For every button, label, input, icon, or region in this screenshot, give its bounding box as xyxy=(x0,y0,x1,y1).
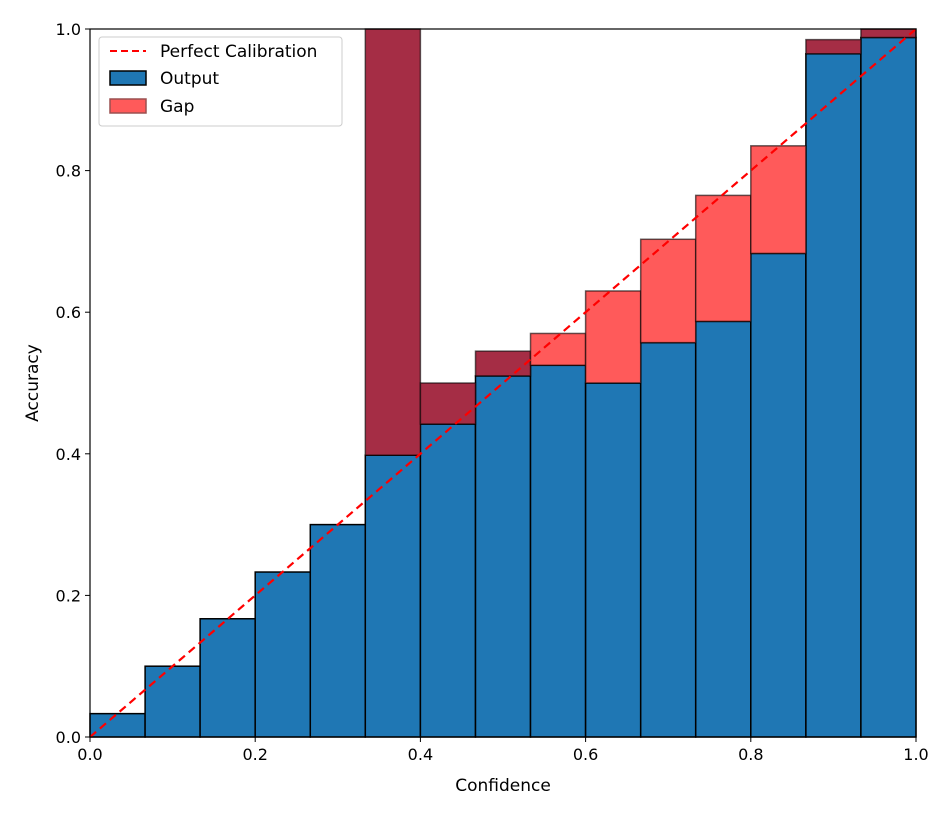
gap-bar-10 xyxy=(584,290,642,384)
legend-label-perfect-calibration: Perfect Calibration xyxy=(160,42,317,62)
gap-layer xyxy=(364,28,917,456)
y-tick-label: 0.6 xyxy=(56,303,81,322)
gap-bar-13 xyxy=(750,145,807,255)
x-tick-label: 0.6 xyxy=(573,745,598,764)
x-tick-label: 0.0 xyxy=(77,745,102,764)
output-bar-10 xyxy=(584,382,642,738)
legend: Perfect Calibration Output Gap xyxy=(98,36,343,127)
plot-frame xyxy=(89,28,917,738)
gap-bar-6 xyxy=(364,28,422,456)
output-bar-6 xyxy=(364,454,422,738)
output-bar-12 xyxy=(694,320,752,738)
gap-bar-8 xyxy=(474,350,532,377)
output-bar-11 xyxy=(639,341,697,738)
x-tick-label: 0.4 xyxy=(408,745,433,764)
output-bar-2 xyxy=(144,665,201,738)
legend-swatch-gap xyxy=(109,98,147,114)
output-bar-14 xyxy=(805,53,862,738)
x-axis-label: Confidence xyxy=(455,776,551,796)
legend-label-gap: Gap xyxy=(160,97,194,117)
gap-bar-7 xyxy=(419,382,477,425)
x-tick-label: 1.0 xyxy=(903,745,928,764)
output-bar-15 xyxy=(860,36,917,738)
x-tick-label: 0.2 xyxy=(242,745,267,764)
gap-bar-9 xyxy=(529,332,587,367)
output-bar-8 xyxy=(474,375,532,738)
y-tick-label: 0.8 xyxy=(56,162,81,181)
legend-frame xyxy=(98,36,343,127)
x-tick-label: 0.8 xyxy=(738,745,763,764)
gap-bar-11 xyxy=(639,238,697,344)
output-bar-3 xyxy=(199,618,256,738)
output-bar-1 xyxy=(89,712,146,738)
bars-layer xyxy=(89,36,917,738)
axes-layer xyxy=(89,28,917,738)
gap-bar-15 xyxy=(860,28,917,39)
ticks-layer: 0.0 0.2 0.4 0.6 0.8 1.0 0.0 0.2 0.4 0.6 0.8 1.0 xyxy=(56,20,929,764)
output-bar-7 xyxy=(419,423,477,738)
y-tick-label: 0.0 xyxy=(56,728,81,747)
y-axis-label: Accuracy xyxy=(23,344,43,422)
y-tick-label: 0.2 xyxy=(56,586,81,605)
output-bar-5 xyxy=(309,523,367,738)
gap-bar-14 xyxy=(805,38,862,55)
y-tick-label: 1.0 xyxy=(56,20,81,39)
y-tick-label: 0.4 xyxy=(56,445,81,464)
output-bar-9 xyxy=(529,364,587,738)
legend-swatch-output xyxy=(109,70,147,86)
gap-bar-12 xyxy=(694,194,752,323)
legend-label-output: Output xyxy=(160,69,219,89)
output-bar-4 xyxy=(254,571,312,738)
output-bar-13 xyxy=(750,252,807,738)
